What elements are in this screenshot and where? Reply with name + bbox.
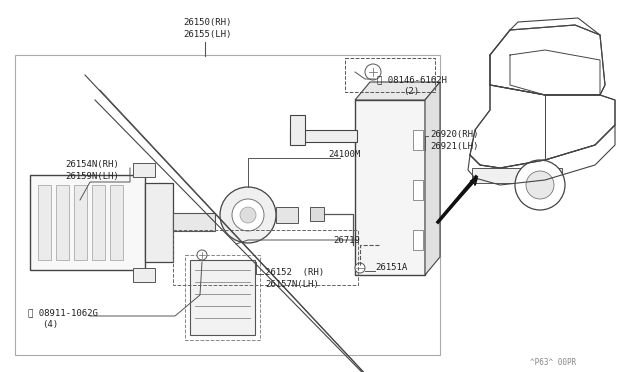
Text: 24100M: 24100M [328,150,360,159]
Text: 26719: 26719 [333,236,360,245]
Bar [413,130,423,150]
Circle shape [526,171,554,199]
Bar [15,55,440,355]
Text: 26154N(RH): 26154N(RH) [65,160,119,169]
Text: 26151A: 26151A [375,263,407,273]
Text: Ⓑ 08146-6162H: Ⓑ 08146-6162H [377,75,447,84]
Bar [413,180,423,200]
Bar [472,168,562,183]
Text: 26150(RH): 26150(RH) [183,18,232,27]
Bar [110,185,123,260]
Circle shape [365,64,381,80]
Text: (4): (4) [42,320,58,329]
Bar [355,100,425,275]
Bar [38,185,51,260]
Text: 26157N(LH): 26157N(LH) [265,280,319,289]
Bar [276,207,298,223]
Polygon shape [425,82,440,275]
Bar [413,230,423,250]
Bar [133,268,155,282]
Circle shape [232,199,264,231]
Bar [190,260,255,335]
Bar [74,185,87,260]
Polygon shape [355,82,440,100]
Bar [30,175,145,270]
Text: 26921(LH): 26921(LH) [430,142,478,151]
Bar [290,115,305,145]
Circle shape [197,250,207,260]
Text: (2): (2) [403,87,419,96]
Bar [92,185,105,260]
Text: 26920(RH): 26920(RH) [430,130,478,139]
Bar [173,230,358,285]
Polygon shape [490,25,605,95]
Text: 26155(LH): 26155(LH) [183,30,232,39]
Bar [173,213,215,231]
Circle shape [515,160,565,210]
Circle shape [240,207,256,223]
Bar [145,183,173,262]
Bar [133,163,155,177]
Text: ^P63^ 00PR: ^P63^ 00PR [530,358,576,367]
Bar [310,207,324,221]
Bar [56,185,69,260]
Text: 26152  (RH): 26152 (RH) [265,268,324,277]
Bar [290,130,357,142]
Circle shape [220,187,276,243]
Bar [185,255,260,340]
Text: Ⓝ 08911-1062G: Ⓝ 08911-1062G [28,308,98,317]
Circle shape [355,263,365,273]
Polygon shape [470,85,615,168]
Text: 26159N(LH): 26159N(LH) [65,172,119,181]
